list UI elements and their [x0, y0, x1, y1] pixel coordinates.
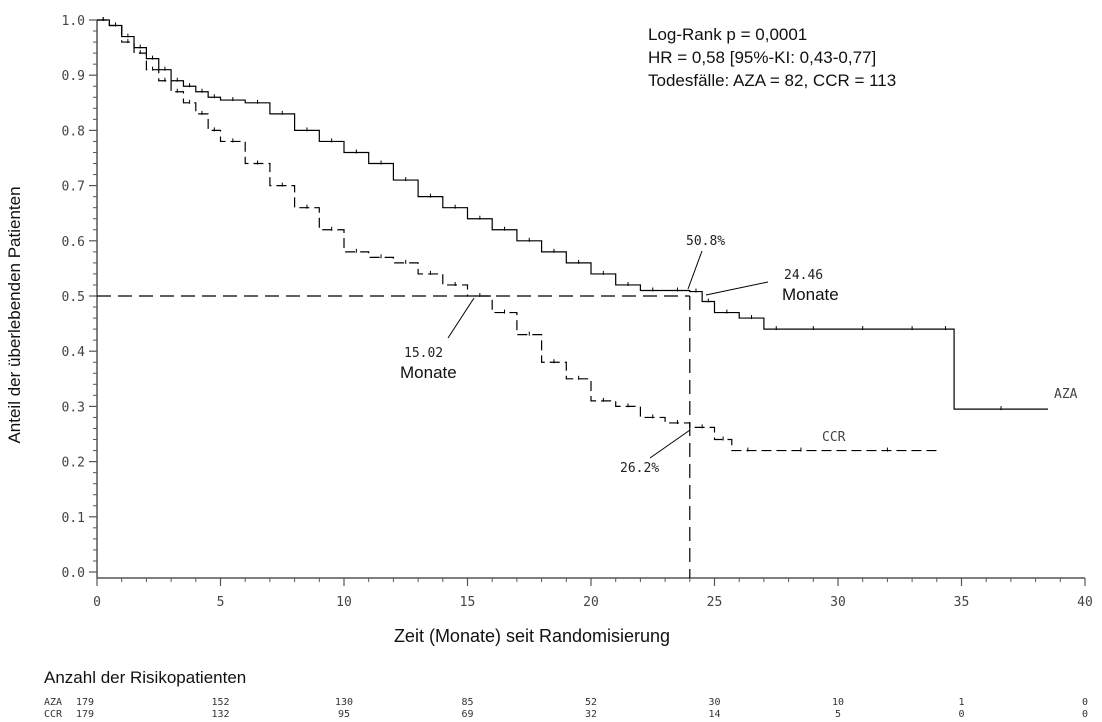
y-tick-label: 0.7 [62, 180, 85, 195]
y-tick-label: 0.5 [62, 290, 85, 305]
risk-value: 0 [1082, 697, 1088, 708]
ccr-24m-percent: 26.2% [620, 461, 659, 476]
x-tick-label: 30 [830, 595, 846, 610]
ccr-24m-pointer [649, 429, 691, 459]
stats-log-rank: Log-Rank p = 0,0001 [648, 25, 807, 44]
risk-value: 14 [708, 709, 720, 720]
x-axis-label: Zeit (Monate) seit Randomisierung [394, 626, 670, 646]
risk-row-name: CCR [44, 709, 63, 720]
risk-value: 130 [335, 697, 353, 708]
y-tick-label: 0.6 [62, 235, 85, 250]
risk-value: 95 [338, 709, 350, 720]
aza-median-value: 24.46 [784, 268, 823, 283]
x-tick-label: 20 [583, 595, 599, 610]
x-tick-label: 0 [93, 595, 101, 610]
risk-value: 179 [76, 697, 94, 708]
y-tick-label: 0.2 [62, 456, 85, 471]
aza-24m-pointer [687, 250, 703, 290]
aza-median-unit: Monate [782, 285, 839, 304]
risk-value: 132 [211, 709, 229, 720]
stats-hazard-ratio: HR = 0,58 [95%-KI: 0,43-0,77] [648, 48, 876, 67]
x-tick-label: 15 [460, 595, 476, 610]
censor-marks [102, 17, 1002, 452]
risk-value: 179 [76, 709, 94, 720]
risk-value: 0 [1082, 709, 1088, 720]
y-tick-label: 0.8 [62, 124, 85, 139]
series-label-ccr: CCR [822, 430, 846, 445]
risk-value: 52 [585, 697, 597, 708]
risk-value: 30 [708, 697, 720, 708]
ccr-median-value: 15.02 [404, 346, 443, 361]
ccr-median-unit: Monate [400, 363, 457, 382]
risk-value: 69 [461, 709, 473, 720]
risk-value: 0 [958, 709, 964, 720]
risk-value: 1 [958, 697, 964, 708]
y-axis-ticks: 0.0 0.1 0.2 0.3 0.4 0.5 0.6 0.7 0.8 0.9 1.0 [62, 14, 97, 581]
x-tick-label: 10 [336, 595, 352, 610]
risk-row-name: AZA [44, 697, 62, 708]
y-tick-label: 0.9 [62, 69, 85, 84]
aza-24m-percent: 50.8% [686, 234, 725, 249]
series-label-aza: AZA [1054, 387, 1078, 402]
stats-deaths: Todesfälle: AZA = 82, CCR = 113 [648, 71, 896, 90]
y-tick-label: 0.1 [62, 511, 85, 526]
ccr-median-pointer [447, 297, 475, 339]
y-tick-label: 0.4 [62, 345, 86, 360]
risk-table-title: Anzahl der Risikopatienten [44, 668, 246, 687]
x-tick-label: 25 [707, 595, 723, 610]
x-tick-label: 5 [217, 595, 225, 610]
y-tick-label: 1.0 [62, 14, 85, 29]
y-tick-label: 0.0 [62, 566, 85, 581]
y-tick-label: 0.3 [62, 400, 85, 415]
risk-value: 152 [211, 697, 229, 708]
aza-median-pointer [705, 281, 769, 296]
risk-value: 10 [832, 697, 844, 708]
x-tick-label: 35 [954, 595, 970, 610]
risk-value: 5 [835, 709, 841, 720]
risk-value: 32 [585, 709, 597, 720]
y-axis-label: Anteil der überlebenden Patienten [5, 186, 24, 443]
risk-value: 85 [461, 697, 473, 708]
series-aza-line [97, 19, 1048, 410]
x-tick-label: 40 [1077, 595, 1093, 610]
x-axis-ticks: 0 5 10 15 20 25 30 35 40 [93, 578, 1093, 610]
